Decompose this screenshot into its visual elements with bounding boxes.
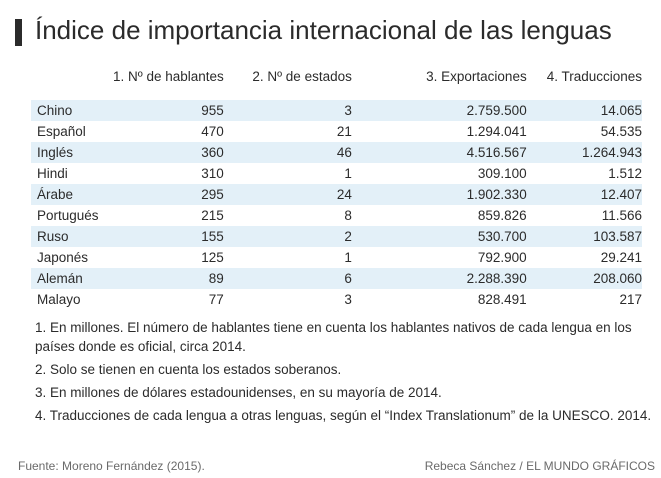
column-header-traducciones: 4. Traducciones — [546, 68, 642, 84]
cell-estados: 46 — [223, 142, 352, 163]
table-row: Inglés 360 46 4.516.567 1.264.943 — [31, 142, 642, 163]
cell-language: Malayo — [37, 292, 81, 307]
cell-exportaciones: 2.759.500 — [351, 100, 527, 121]
cell-exportaciones: 1.902.330 — [351, 184, 527, 205]
table-row: Chino 955 3 2.759.500 14.065 — [31, 100, 642, 121]
cell-language: Japonés — [37, 250, 89, 265]
cell-exportaciones: 2.288.390 — [351, 268, 527, 289]
footnotes: 1. En millones. El número de hablantes t… — [35, 318, 655, 429]
title-accent-bar — [15, 19, 22, 46]
cell-hablantes: 77 — [208, 292, 224, 307]
cell-traducciones: 208.060 — [526, 268, 642, 289]
column-header-exportaciones: 3. Exportaciones — [426, 68, 527, 84]
cell-traducciones: 1.512 — [608, 166, 642, 181]
footnote-1: 1. En millones. El número de hablantes t… — [35, 320, 632, 354]
cell-hablantes: 89 — [113, 268, 224, 289]
table-row: Japonés 125 1 792.900 29.241 — [31, 247, 642, 268]
table-row: Portugués 215 8 859.826 11.566 — [31, 205, 642, 226]
cell-hablantes: 125 — [201, 250, 224, 265]
cell-language: Hindi — [37, 166, 68, 181]
table-row: Español 470 21 1.294.041 54.535 — [31, 121, 642, 142]
source-note: Fuente: Moreno Fernández (2015). — [18, 459, 205, 473]
cell-language: Portugués — [37, 208, 99, 223]
cell-estados: 1 — [344, 166, 352, 181]
cell-language: Inglés — [31, 142, 114, 163]
cell-traducciones: 29.241 — [600, 250, 642, 265]
footnote-3: 3. En millones de dólares estadounidense… — [35, 385, 442, 400]
cell-estados: 1 — [344, 250, 352, 265]
cell-traducciones: 103.587 — [526, 226, 642, 247]
cell-hablantes: 295 — [113, 184, 224, 205]
cell-traducciones: 54.535 — [600, 124, 642, 139]
cell-traducciones: 11.566 — [601, 208, 642, 223]
footnote-4: 4. Traducciones de cada lengua a otras l… — [35, 408, 652, 423]
credit-note: Rebeca Sánchez / EL MUNDO GRÁFICOS — [424, 459, 655, 473]
cell-estados: 3 — [223, 100, 352, 121]
cell-language: Árabe — [31, 184, 114, 205]
column-header-estados: 2. Nº de estados — [252, 68, 352, 84]
cell-exportaciones: 792.900 — [477, 250, 527, 265]
column-header-hablantes: 1. Nº de hablantes — [113, 68, 224, 84]
cell-language: Alemán — [31, 268, 114, 289]
cell-exportaciones: 859.826 — [477, 208, 527, 223]
cell-traducciones: 217 — [619, 292, 642, 307]
table-row: Árabe 295 24 1.902.330 12.407 — [31, 184, 642, 205]
cell-hablantes: 155 — [113, 226, 224, 247]
cell-hablantes: 215 — [201, 208, 224, 223]
footnote-2: 2. Solo se tienen en cuenta los estados … — [35, 362, 342, 377]
cell-exportaciones: 309.100 — [477, 166, 527, 181]
table-body: Chino 955 3 2.759.500 14.065 Español 470 21 1.29… — [31, 100, 642, 310]
cell-exportaciones: 4.516.567 — [351, 142, 527, 163]
table-row: Malayo 77 3 828.491 217 — [31, 289, 642, 310]
cell-exportaciones: 828.491 — [477, 292, 527, 307]
cell-hablantes: 310 — [201, 166, 224, 181]
cell-language: Español — [37, 124, 86, 139]
cell-hablantes: 955 — [113, 100, 224, 121]
table-row: Ruso 155 2 530.700 103.587 — [31, 226, 642, 247]
cell-traducciones: 12.407 — [526, 184, 642, 205]
cell-estados: 21 — [336, 124, 352, 139]
cell-estados: 6 — [223, 268, 352, 289]
cell-estados: 24 — [223, 184, 352, 205]
cell-exportaciones: 1.294.041 — [466, 124, 527, 139]
cell-exportaciones: 530.700 — [351, 226, 527, 247]
column-header-language — [31, 64, 113, 88]
page-title: Índice de importancia internacional de l… — [35, 15, 612, 45]
cell-hablantes: 360 — [113, 142, 224, 163]
cell-estados: 8 — [344, 208, 352, 223]
table-row: Hindi 310 1 309.100 1.512 — [31, 163, 642, 184]
cell-hablantes: 470 — [201, 124, 224, 139]
table-header-row: 1. Nº de hablantes 2. Nº de estados 3. E… — [31, 64, 642, 88]
cell-traducciones: 14.065 — [526, 100, 642, 121]
languages-table: 1. Nº de hablantes 2. Nº de estados 3. E… — [31, 64, 642, 310]
cell-estados: 3 — [344, 292, 352, 307]
table-row: Alemán 89 6 2.288.390 208.060 — [31, 268, 642, 289]
cell-language: Chino — [31, 100, 114, 121]
cell-traducciones: 1.264.943 — [526, 142, 642, 163]
cell-estados: 2 — [223, 226, 352, 247]
cell-language: Ruso — [31, 226, 114, 247]
